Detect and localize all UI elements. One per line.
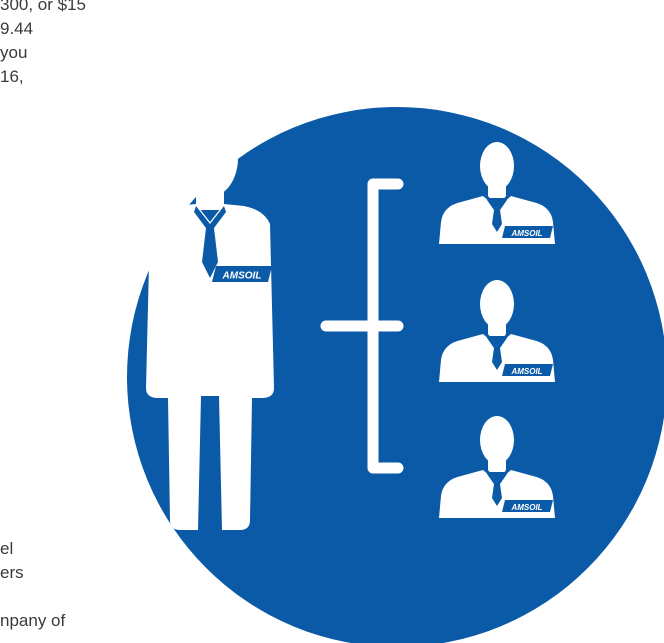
text-line: el (0, 539, 14, 558)
small-person-icon: AMSOIL (439, 416, 555, 518)
main-person-logo-text: AMSOIL (222, 271, 262, 282)
small-person-logo-text: AMSOIL (510, 367, 542, 376)
small-person-icon: AMSOIL (439, 142, 555, 244)
text-line: npany of (0, 611, 66, 630)
text-line: you (0, 43, 28, 62)
main-person-tie-detail (194, 206, 226, 278)
text-line: 16, (0, 67, 24, 86)
paragraph-fragment-bottom: el ers npany of (0, 537, 65, 633)
text-line: 300, or $15 (0, 0, 87, 14)
small-person-logo-text: AMSOIL (510, 229, 542, 238)
main-person-logo-badge: AMSOIL (212, 266, 272, 282)
paragraph-fragment-top: 300, or $15 9.44 you 16, (0, 0, 86, 89)
text-line: ers (0, 563, 24, 582)
small-person-icon: AMSOIL (439, 280, 555, 382)
bracket-connector-icon (320, 178, 404, 474)
text-line: 9.44 (0, 19, 34, 38)
small-person-logo-text: AMSOIL (510, 503, 542, 512)
